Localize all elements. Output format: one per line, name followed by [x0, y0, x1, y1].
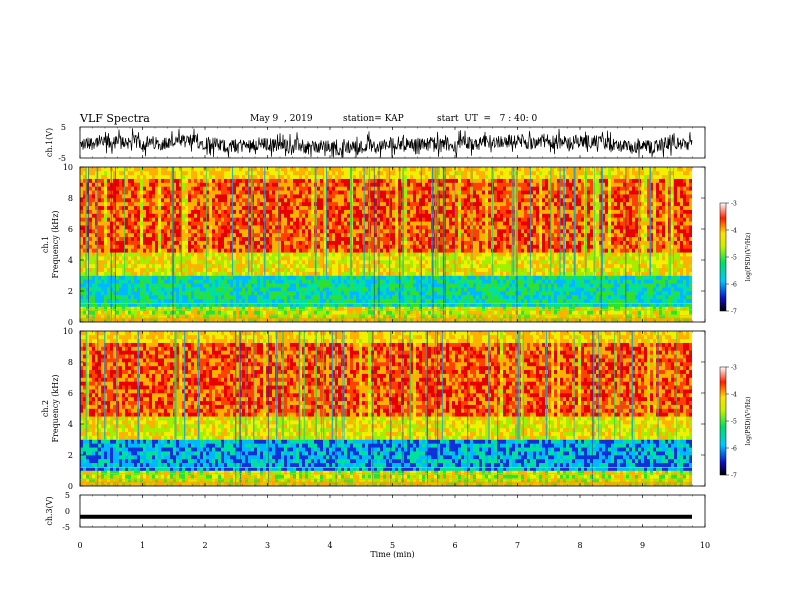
ch1-spectrogram-colorbar-tick: -7 — [731, 309, 737, 316]
ch2-spectrogram-ylabel: Frequency (kHz) — [51, 374, 60, 442]
ch2-spectrogram-ytick-label: 4 — [68, 420, 73, 429]
ch2-spectrogram-colorbar-tick: -4 — [731, 392, 737, 399]
ch1-spectrogram-ytick-label: 2 — [68, 287, 73, 296]
ch1-spectrogram-colorbar-tick: -3 — [731, 201, 737, 208]
x-tick-label: 6 — [452, 541, 457, 550]
ch2-spectrogram-colorbar — [720, 367, 726, 475]
x-tick-label: 10 — [700, 541, 710, 550]
ch1-spectrogram-colorbar — [720, 203, 726, 311]
ch2-spectrogram-colorbar-label: log(PSD)(V²/Hz) — [745, 397, 752, 446]
ch1-spectrogram-ytick-label: 6 — [68, 225, 73, 234]
ch3-ytick-label: -5 — [62, 523, 70, 532]
ch1-spectrogram-heatmap — [80, 167, 705, 322]
ch1-spectrogram-ytick-label: 4 — [68, 256, 73, 265]
x-tick-label: 9 — [640, 541, 645, 550]
x-tick-label: 2 — [202, 541, 207, 550]
ch1-spectrogram-channel-label: ch.1 — [41, 236, 50, 253]
ch1-spectrogram-colorbar-tick: -5 — [731, 255, 737, 262]
ch3-waveform-frame — [80, 495, 705, 527]
ch3-ytick-label: 0 — [65, 507, 70, 516]
ch2-spectrogram-colorbar-tick: -7 — [731, 473, 737, 480]
x-tick-label: 5 — [390, 541, 395, 550]
ch1-waveform-ylabel: ch.1(V) — [45, 128, 54, 157]
ch2-spectrogram-colorbar-tick: -5 — [731, 419, 737, 426]
ch1-spectrogram-colorbar-tick: -6 — [731, 282, 737, 289]
ch1-waveform-line — [80, 128, 692, 157]
ch2-spectrogram-ytick-label: 6 — [68, 389, 73, 398]
ch1-spectrogram-ytick-label: 10 — [63, 163, 73, 172]
x-axis-label: Time (min) — [370, 550, 414, 559]
ch1-ytick-label: -5 — [58, 154, 66, 163]
x-tick-label: 0 — [77, 541, 82, 550]
x-tick-label: 4 — [327, 541, 332, 550]
ch3-waveform-ticks — [80, 495, 705, 527]
ch2-spectrogram-channel-label: ch.2 — [41, 400, 50, 417]
vlf-spectra-figure: VLF Spectra May 9 , 2019 station= KAP st… — [0, 0, 792, 612]
ch1-spectrogram-colorbar-tick: -4 — [731, 228, 737, 235]
x-tick-label: 8 — [577, 541, 582, 550]
ch2-spectrogram-colorbar-tick: -3 — [731, 365, 737, 372]
ch1-spectrogram-ytick-label: 0 — [68, 318, 73, 327]
ch2-spectrogram-ytick-label: 10 — [63, 327, 73, 336]
ch2-spectrogram-ytick-label: 2 — [68, 451, 73, 460]
ch3-waveform-ylabel: ch.3(V) — [45, 496, 54, 525]
ch1-ytick-label: 5 — [61, 123, 66, 132]
ch2-spectrogram-ytick-label: 8 — [68, 358, 73, 367]
x-tick-label: 1 — [140, 541, 145, 550]
plot-canvas: 5-5ch.1(V)0246810ch.1 Frequency (kHz)-3-4… — [0, 0, 792, 612]
x-tick-label: 7 — [515, 541, 520, 550]
x-tick-label: 3 — [265, 541, 270, 550]
ch3-ytick-label: 5 — [65, 491, 70, 500]
ch1-spectrogram-ylabel: Frequency (kHz) — [51, 210, 60, 278]
ch1-spectrogram-colorbar-label: log(PSD)(V²/Hz) — [745, 233, 752, 282]
ch2-spectrogram-colorbar-tick: -6 — [731, 446, 737, 453]
ch2-spectrogram-ytick-label: 0 — [68, 482, 73, 491]
ch1-spectrogram-ytick-label: 8 — [68, 194, 73, 203]
ch2-spectrogram-heatmap — [80, 331, 705, 486]
